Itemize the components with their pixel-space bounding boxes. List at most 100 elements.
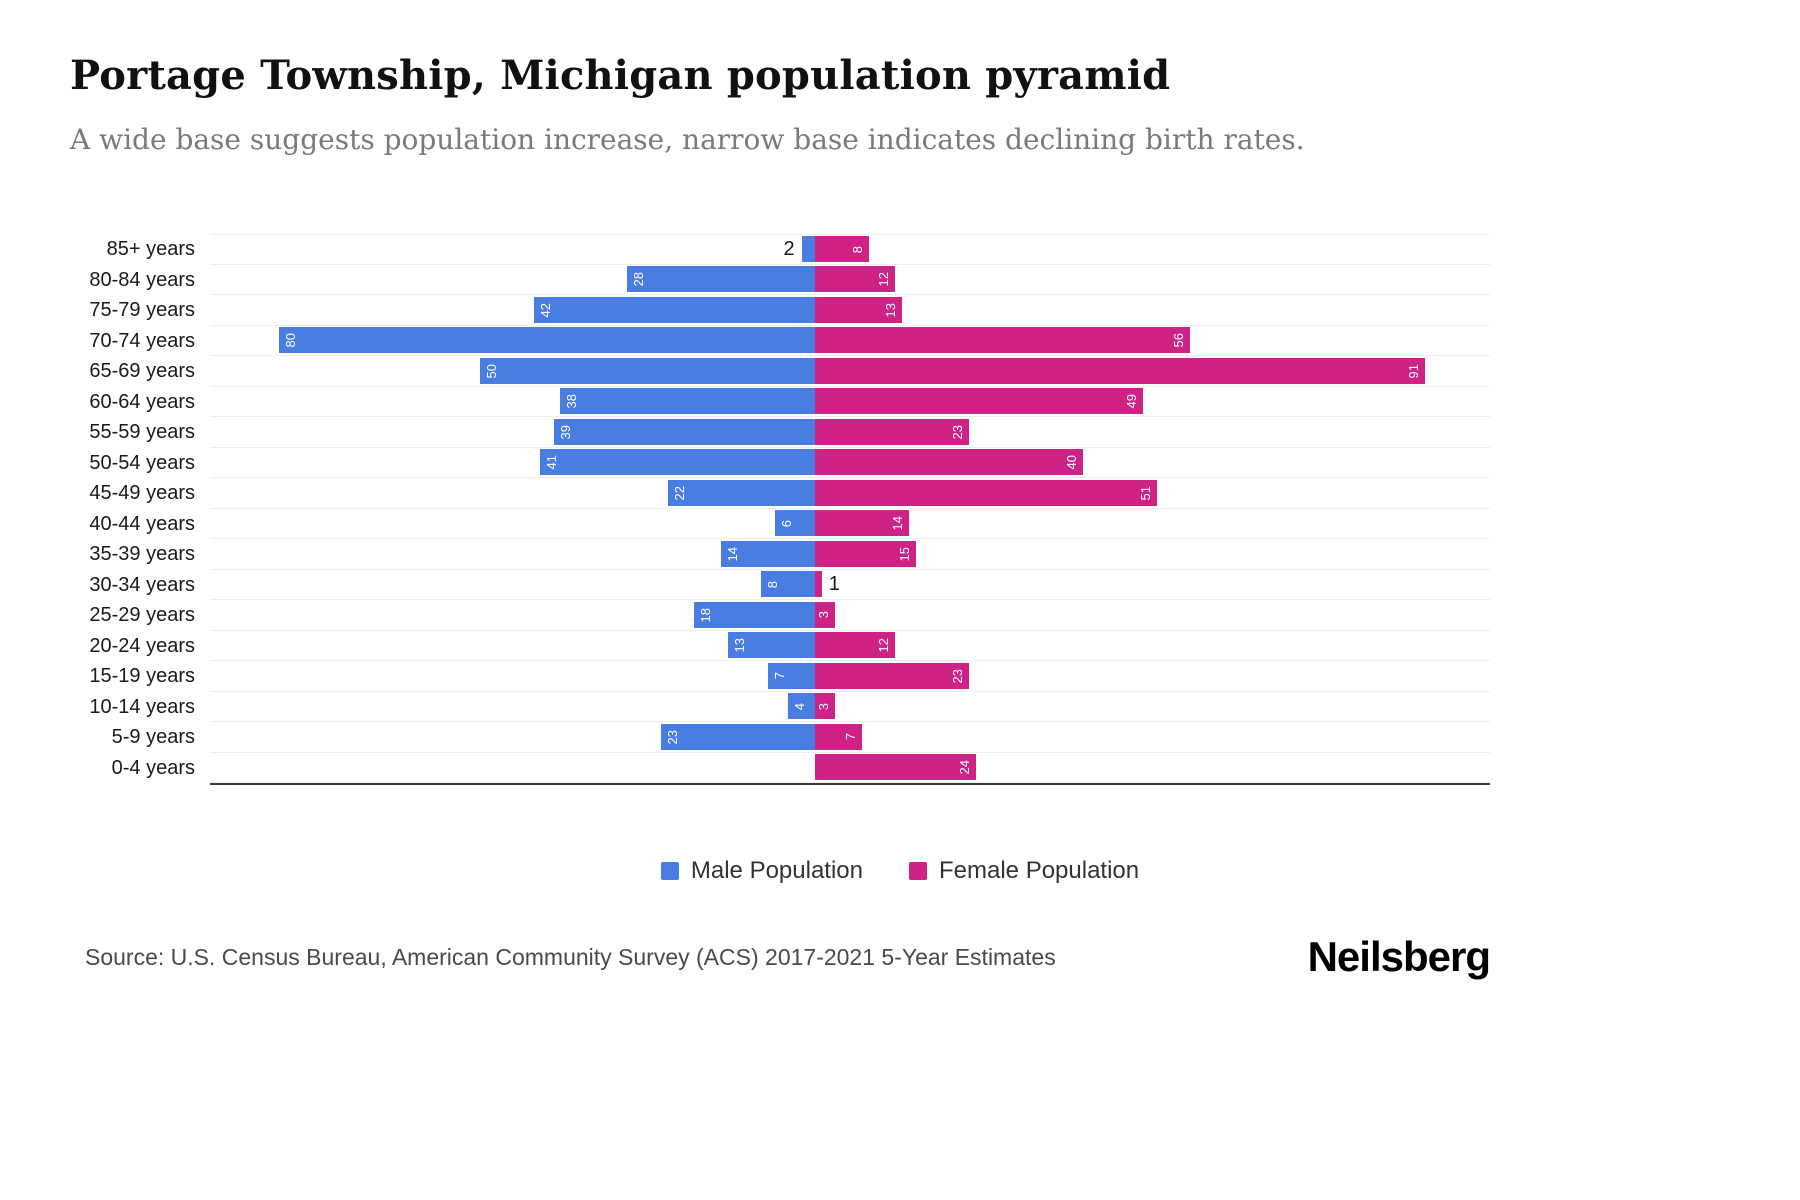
male-bar: 80 xyxy=(279,327,815,354)
age-group-label: 80-84 years xyxy=(89,268,195,291)
row-plot: 23 7 xyxy=(210,722,1490,753)
row-plot: 38 49 xyxy=(210,387,1490,417)
female-half: 12 xyxy=(815,631,1490,661)
female-bar: 24 xyxy=(815,754,976,781)
male-half: 80 xyxy=(210,326,815,356)
male-half: 39 xyxy=(210,417,815,447)
age-group-label: 25-29 years xyxy=(89,604,195,626)
male-bar: 41 xyxy=(540,449,815,476)
row-plot: 80 56 xyxy=(210,326,1490,356)
bar-value-label-outside: 1 xyxy=(828,572,840,595)
pyramid-row: 30-34 years 8 1 xyxy=(75,570,1490,600)
female-half: 7 xyxy=(815,722,1490,752)
row-plot: 24 xyxy=(210,753,1490,783)
bar-value-label: 8 xyxy=(765,580,781,588)
age-group-label: 40-44 years xyxy=(89,512,195,535)
pyramid-row: 35-39 years 14 15 xyxy=(75,539,1490,570)
male-bar: 50 xyxy=(480,357,815,384)
bar-value-label: 23 xyxy=(950,424,966,439)
male-half: 6 xyxy=(210,509,815,539)
bar-value-label: 24 xyxy=(956,760,972,775)
age-group-label: 20-24 years xyxy=(89,634,195,657)
male-legend-swatch xyxy=(660,862,679,880)
male-half: 23 xyxy=(210,722,815,752)
bar-value-label: 13 xyxy=(731,638,747,653)
pyramid-row: 20-24 years 13 12 xyxy=(75,631,1490,661)
chart-title: Portage Township, Michigan population py… xyxy=(70,52,1171,99)
pyramid-row: 45-49 years 22 51 xyxy=(75,478,1490,509)
male-half: 13 xyxy=(210,631,815,661)
male-half: 41 xyxy=(210,448,815,478)
bar-value-label: 3 xyxy=(816,611,832,619)
female-half: 91 xyxy=(815,356,1490,386)
age-group-label: 60-64 years xyxy=(89,390,195,413)
female-legend-label: Female Population xyxy=(939,857,1140,884)
female-half: 40 xyxy=(815,448,1490,478)
female-bar: 8 xyxy=(815,236,869,263)
legend-item-male: Male Population xyxy=(660,857,863,885)
bar-value-label: 7 xyxy=(842,733,858,741)
male-half: 22 xyxy=(210,478,815,508)
bar-value-label: 22 xyxy=(671,485,687,500)
female-bar: 51 xyxy=(815,479,1157,506)
pyramid-row: 60-64 years 38 49 xyxy=(75,387,1490,417)
female-half: 12 xyxy=(815,265,1490,295)
pyramid-row: 5-9 years 23 7 xyxy=(75,722,1490,753)
pyramid-row: 65-69 years 50 91 xyxy=(75,356,1490,387)
age-group-label: 65-69 years xyxy=(89,360,195,382)
male-bar: 38 xyxy=(560,388,815,415)
male-bar: 8 xyxy=(761,571,815,598)
female-bar: 56 xyxy=(815,327,1191,354)
legend-item-female: Female Population xyxy=(909,857,1139,885)
male-bar: 39 xyxy=(553,418,815,445)
x-axis-line xyxy=(210,783,1490,785)
female-half: 24 xyxy=(815,753,1490,783)
bar-value-label: 14 xyxy=(889,516,905,531)
female-half: 23 xyxy=(815,417,1490,447)
female-half: 51 xyxy=(815,478,1490,508)
row-plot: 6 14 xyxy=(210,509,1490,539)
age-group-label: 0-4 years xyxy=(111,756,195,779)
male-bar: 23 xyxy=(660,723,815,750)
pyramid-row: 25-29 years 18 3 xyxy=(75,600,1490,631)
bar-value-label: 50 xyxy=(484,363,499,378)
bar-value-label-outside: 2 xyxy=(783,237,795,260)
age-group-label: 55-59 years xyxy=(89,421,195,443)
female-half: 49 xyxy=(815,387,1490,417)
pyramid-row: 80-84 years 28 12 xyxy=(75,265,1490,295)
bar-value-label: 12 xyxy=(876,272,892,287)
row-plot: 14 15 xyxy=(210,539,1490,570)
pyramid-row: 40-44 years 6 14 xyxy=(75,509,1490,539)
bar-value-label: 4 xyxy=(792,702,808,710)
bar-value-label: 49 xyxy=(1124,394,1140,409)
female-bar: 15 xyxy=(815,540,916,567)
bar-value-label: 18 xyxy=(698,607,714,622)
pyramid-row: 50-54 years 41 40 xyxy=(75,448,1490,478)
bar-value-label: 8 xyxy=(849,245,865,253)
male-half: 38 xyxy=(210,387,815,417)
female-bar: 23 xyxy=(815,662,970,689)
age-group-label: 45-49 years xyxy=(89,482,195,504)
female-bar: 14 xyxy=(815,510,909,537)
female-half: 13 xyxy=(815,295,1490,325)
bar-value-label: 28 xyxy=(631,272,647,287)
row-plot: 39 23 xyxy=(210,417,1490,448)
bar-value-label: 12 xyxy=(876,638,892,653)
bar-value-label: 80 xyxy=(283,333,298,348)
bar-value-label: 42 xyxy=(537,302,553,317)
bar-value-label: 91 xyxy=(1405,363,1421,378)
female-half: 8 xyxy=(815,235,1490,264)
bar-value-label: 15 xyxy=(896,546,912,561)
row-plot: 22 51 xyxy=(210,478,1490,509)
pyramid-row: 85+ years 2 8 xyxy=(75,234,1490,265)
male-half: 14 xyxy=(210,539,815,569)
bar-value-label: 14 xyxy=(725,546,741,561)
bar-value-label: 23 xyxy=(950,668,966,683)
female-half: 14 xyxy=(815,509,1490,539)
male-bar: 18 xyxy=(694,601,815,628)
bar-value-label: 40 xyxy=(1064,455,1079,470)
female-bar: 3 xyxy=(815,693,836,720)
pyramid-row: 0-4 years 24 xyxy=(75,753,1490,783)
male-bar: 6 xyxy=(774,510,815,537)
